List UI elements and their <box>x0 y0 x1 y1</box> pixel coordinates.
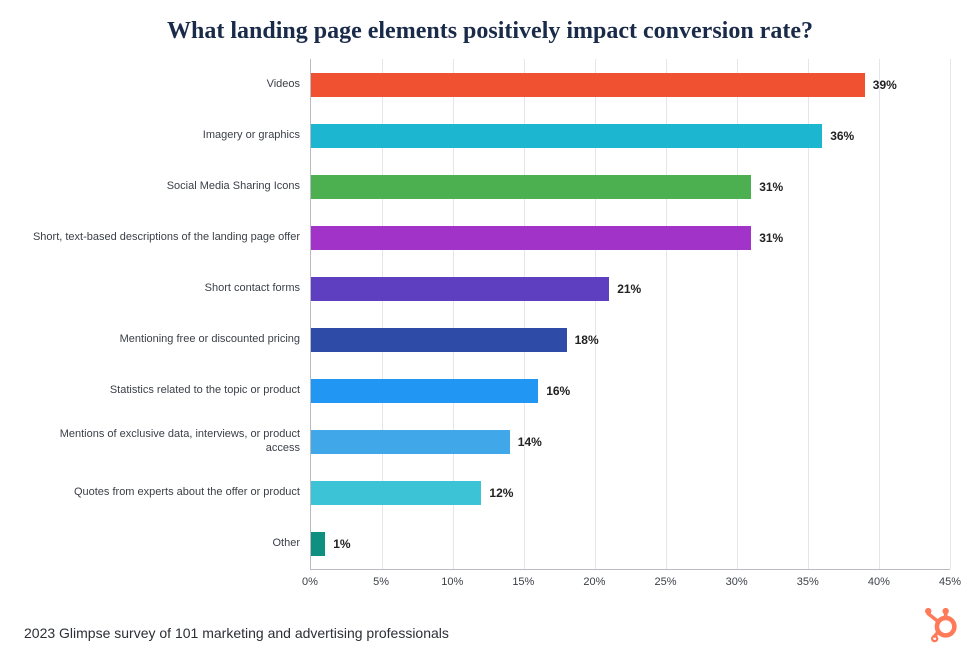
plot-area: Videos Imagery or graphics Social Media Sh… <box>30 59 950 570</box>
bar-value-label: 18% <box>575 333 599 347</box>
category-label-text: Statistics related to the topic or produ… <box>110 384 300 398</box>
bar-value-label: 12% <box>489 486 513 500</box>
bar-value-label: 16% <box>546 384 570 398</box>
bar-value-label: 14% <box>518 435 542 449</box>
category-label: Short contact forms <box>30 263 310 314</box>
category-label: Social Media Sharing Icons <box>30 161 310 212</box>
bar <box>311 124 822 148</box>
bar <box>311 532 325 556</box>
bar-row: 14% <box>311 416 950 467</box>
bar <box>311 226 751 250</box>
bar-row: 12% <box>311 467 950 518</box>
x-tick-label: 30% <box>726 576 748 588</box>
bar <box>311 73 865 97</box>
bar-row: 36% <box>311 110 950 161</box>
bar <box>311 328 567 352</box>
category-label: Short, text-based descriptions of the la… <box>30 212 310 263</box>
category-label: Imagery or graphics <box>30 110 310 161</box>
x-tick-label: 35% <box>797 576 819 588</box>
bar-row: 31% <box>311 161 950 212</box>
x-tick-label: 20% <box>583 576 605 588</box>
x-tick-label: 40% <box>868 576 890 588</box>
x-tick-label: 5% <box>373 576 389 588</box>
x-tick-label: 15% <box>512 576 534 588</box>
bar <box>311 277 609 301</box>
x-axis: 0%5%10%15%20%25%30%35%40%45% <box>310 570 950 598</box>
bar <box>311 481 481 505</box>
x-tick-label: 25% <box>655 576 677 588</box>
bar-row: 39% <box>311 59 950 110</box>
category-label-text: Short contact forms <box>205 282 300 296</box>
gridline <box>950 59 951 569</box>
category-label: Videos <box>30 59 310 110</box>
category-label-text: Videos <box>267 78 300 92</box>
category-label-text: Short, text-based descriptions of the la… <box>33 231 300 245</box>
hubspot-logo-icon <box>920 601 964 645</box>
bar-value-label: 21% <box>617 282 641 296</box>
bar-row: 31% <box>311 212 950 263</box>
x-tick-label: 0% <box>302 576 318 588</box>
category-label-text: Imagery or graphics <box>203 129 300 143</box>
bar-value-label: 31% <box>759 180 783 194</box>
bar-row: 16% <box>311 365 950 416</box>
category-label-text: Mentioning free or discounted pricing <box>120 333 300 347</box>
category-label-text: Other <box>272 537 300 551</box>
chart-container: What landing page elements positively im… <box>0 0 980 598</box>
bar-value-label: 1% <box>333 537 350 551</box>
category-label: Quotes from experts about the offer or p… <box>30 467 310 518</box>
category-label: Mentions of exclusive data, interviews, … <box>30 416 310 467</box>
bar-value-label: 31% <box>759 231 783 245</box>
bar-value-label: 36% <box>830 129 854 143</box>
footer-caption: 2023 Glimpse survey of 101 marketing and… <box>24 625 449 641</box>
bar-row: 21% <box>311 263 950 314</box>
bar-value-label: 39% <box>873 78 897 92</box>
y-axis-labels: Videos Imagery or graphics Social Media Sh… <box>30 59 310 570</box>
bar <box>311 379 538 403</box>
x-tick-label: 45% <box>939 576 961 588</box>
bar-row: 1% <box>311 518 950 569</box>
bar <box>311 175 751 199</box>
bar <box>311 430 510 454</box>
category-label-text: Social Media Sharing Icons <box>167 180 300 194</box>
bar-row: 18% <box>311 314 950 365</box>
category-label: Mentioning free or discounted pricing <box>30 314 310 365</box>
chart-title: What landing page elements positively im… <box>30 18 950 45</box>
category-label-text: Mentions of exclusive data, interviews, … <box>30 428 300 456</box>
x-tick-label: 10% <box>441 576 463 588</box>
category-label: Other <box>30 518 310 569</box>
bars-area: 39% 36% 31% 31% 21% 18% 16% 14% 12% 1% <box>310 59 950 570</box>
category-label-text: Quotes from experts about the offer or p… <box>74 486 300 500</box>
category-label: Statistics related to the topic or produ… <box>30 365 310 416</box>
